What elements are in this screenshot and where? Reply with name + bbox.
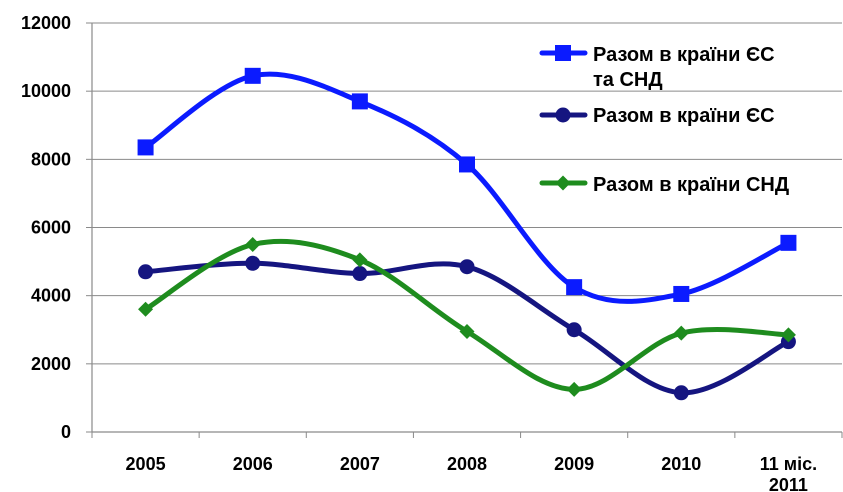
data-point-eu-1 [245,255,261,271]
data-point-eu-cis-5 [673,285,690,302]
y-tick-label: 8000 [31,149,71,169]
data-point-cis-0 [138,301,154,317]
y-tick-label: 10000 [21,81,71,101]
data-point-eu-cis-2 [351,93,368,110]
data-point-eu-2 [352,266,368,282]
y-tick-label: 4000 [31,286,71,306]
data-point-eu-0 [138,264,154,280]
legend-label-cis: Разом в країни СНД [593,174,789,196]
data-point-cis-6 [780,327,796,343]
legend-item-eu: Разом в країни ЄС [539,105,775,127]
x-tick-label: 2010 [661,454,701,474]
data-point-cis-4 [566,381,582,397]
data-point-eu-3 [459,259,475,275]
legend-marker-eu [555,107,571,123]
data-point-eu-cis-1 [244,67,261,84]
legend-marker-eu-cis [555,45,571,61]
x-tick-label: 2008 [447,454,487,474]
series-cis [138,237,796,397]
x-tick-label: 2006 [233,454,273,474]
x-tick-label: 2005 [126,454,166,474]
y-tick-label: 2000 [31,354,71,374]
x-tick-label: 2009 [554,454,594,474]
data-point-eu-cis-3 [459,156,475,173]
y-tick-label: 0 [61,422,71,442]
data-point-cis-1 [245,237,261,253]
legend-label-eu-cis: та СНД [593,69,663,91]
data-point-cis-5 [673,325,689,341]
x-tick-label: 2011 [769,475,808,492]
x-tick-label: 2007 [340,454,380,474]
legend-item-cis: Разом в країни СНД [539,174,789,196]
axes: 0 2000 4000 6000 8000 10000 12000 2005 2006 2007 2… [21,13,843,492]
legend-marker-cis [555,175,571,191]
legend-label-eu: Разом в країни ЄС [593,105,775,127]
data-point-eu-4 [566,322,582,338]
data-point-cis-3 [459,323,475,339]
legend-label-eu-cis: Разом в країни ЄС [593,44,775,66]
data-point-eu-5 [673,385,689,401]
data-point-cis-2 [352,252,368,268]
series-group [137,67,797,401]
y-tick-label: 12000 [21,13,71,33]
data-point-eu-cis-0 [137,139,154,156]
series-eu-cis [137,67,797,304]
y-tick-label: 6000 [31,218,71,238]
data-point-eu-cis-6 [780,234,797,251]
data-point-eu-cis-4 [566,279,583,296]
x-tick-label: 11 міс. [760,454,817,474]
legend-item-eu-cis: Разом в країни ЄС та СНД [539,44,775,91]
